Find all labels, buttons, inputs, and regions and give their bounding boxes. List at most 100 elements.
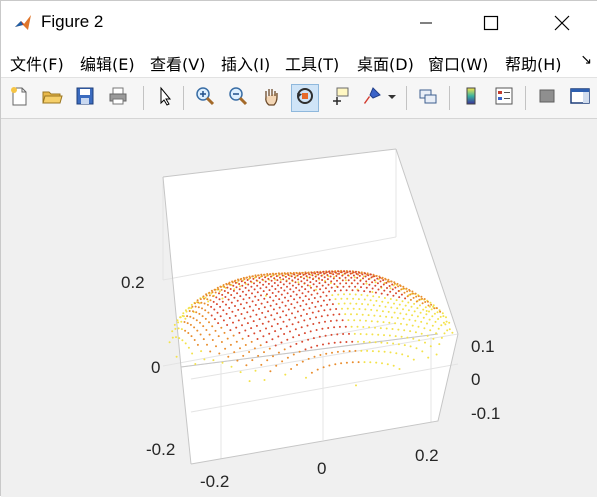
title-bar[interactable]: Figure 2: [1, 1, 597, 45]
scatter-point: [394, 286, 397, 289]
rotate-3d-button[interactable]: [291, 84, 319, 112]
scatter-point: [244, 329, 247, 332]
colorbar-button[interactable]: [457, 84, 485, 112]
scatter-point: [202, 338, 205, 341]
scatter-point: [441, 312, 444, 315]
scatter-point: [284, 373, 287, 376]
pan-hand-icon: [260, 85, 282, 112]
scatter-point: [313, 289, 316, 292]
scatter-point: [334, 289, 336, 292]
maximize-button[interactable]: [468, 1, 514, 45]
scatter-point: [259, 329, 262, 332]
scatter-point: [400, 322, 402, 325]
scatter-point: [279, 281, 282, 284]
scatter-point: [214, 288, 217, 291]
scatter-point: [350, 313, 352, 316]
scatter-point: [241, 284, 244, 287]
scatter-point: [433, 307, 436, 310]
plot-3d[interactable]: [1, 119, 597, 497]
scatter-point: [315, 285, 318, 288]
scatter-point: [199, 298, 202, 301]
scatter-point: [215, 303, 218, 306]
y-tick-label: 0.1: [471, 337, 495, 356]
scatter-point: [275, 272, 278, 275]
scatter-point: [360, 271, 363, 274]
scatter-point: [400, 293, 403, 296]
menu-desktop[interactable]: 桌面(D): [357, 55, 414, 74]
new-figure-button[interactable]: [5, 84, 33, 112]
scatter-point: [397, 285, 400, 288]
scatter-point: [379, 315, 382, 318]
scatter-point: [308, 276, 311, 279]
scatter-point: [384, 305, 387, 308]
scatter-point: [286, 338, 289, 341]
scatter-point: [393, 311, 396, 314]
legend-button[interactable]: [490, 84, 518, 112]
scatter-point: [301, 340, 304, 343]
link-plot-button[interactable]: [414, 84, 442, 112]
scatter-point: [432, 337, 435, 340]
menu-help[interactable]: 帮助(H): [505, 55, 562, 74]
print-button[interactable]: [104, 84, 132, 112]
scatter-point: [363, 298, 366, 301]
brush-icon: [361, 85, 383, 112]
scatter-point: [320, 315, 323, 318]
scatter-point: [294, 316, 297, 319]
scatter-point: [445, 320, 448, 323]
scatter-point: [378, 304, 381, 307]
menu-tools[interactable]: 工具(T): [285, 55, 340, 74]
zoom-in-button[interactable]: [191, 84, 219, 112]
pan-button[interactable]: [257, 84, 285, 112]
scatter-point: [322, 343, 324, 346]
scatter-point: [403, 291, 406, 294]
brush-button[interactable]: [358, 84, 386, 112]
zoom-out-button[interactable]: [224, 84, 252, 112]
scatter-point: [176, 319, 179, 322]
scatter-point: [371, 287, 374, 290]
scatter-point: [328, 290, 331, 293]
close-button[interactable]: [539, 1, 585, 45]
scatter-point: [394, 335, 397, 338]
menu-insert[interactable]: 插入(I): [221, 55, 271, 74]
scatter-point: [249, 276, 252, 279]
scatter-point: [339, 289, 342, 292]
scatter-point: [190, 335, 193, 338]
scatter-point: [319, 288, 322, 291]
brush-dropdown-button[interactable]: [385, 84, 399, 112]
scatter-point: [336, 350, 339, 353]
scatter-point: [379, 276, 381, 279]
scatter-point: [309, 273, 312, 276]
scatter-point: [328, 364, 331, 367]
scatter-point: [261, 278, 264, 281]
scatter-point: [233, 296, 236, 299]
data-cursor-button[interactable]: [326, 84, 354, 112]
scatter-point: [338, 272, 340, 275]
scatter-point: [260, 275, 263, 278]
figure-canvas[interactable]: 0.2 0 -0.2 0.1 0 -0.1 -0.2 0 0.2: [1, 119, 597, 497]
minimize-button[interactable]: [403, 1, 449, 45]
scatter-point: [240, 313, 243, 315]
scatter-point: [376, 282, 379, 285]
scatter-point: [355, 272, 358, 275]
scatter-point: [246, 311, 249, 314]
scatter-point: [276, 312, 279, 315]
hide-plot-tools-button[interactable]: [533, 84, 561, 112]
pointer-button[interactable]: [151, 84, 179, 112]
scatter-point: [314, 272, 317, 275]
open-file-button[interactable]: [38, 84, 66, 112]
menu-window[interactable]: 窗口(W): [428, 55, 489, 74]
scatter-point: [432, 305, 435, 308]
save-button[interactable]: [71, 84, 99, 112]
scatter-point: [321, 284, 324, 287]
scatter-point: [346, 297, 349, 300]
scatter-point: [438, 343, 441, 346]
menu-edit[interactable]: 编辑(E): [80, 55, 135, 74]
menu-overflow-icon[interactable]: ↘: [580, 51, 592, 67]
scatter-point: [365, 286, 368, 289]
scatter-point: [340, 271, 343, 274]
show-plot-tools-button[interactable]: [566, 84, 594, 112]
menu-view[interactable]: 查看(V): [150, 55, 206, 74]
scatter-point: [197, 301, 200, 304]
scatter-point: [239, 285, 241, 288]
menu-file[interactable]: 文件(F): [10, 55, 64, 74]
